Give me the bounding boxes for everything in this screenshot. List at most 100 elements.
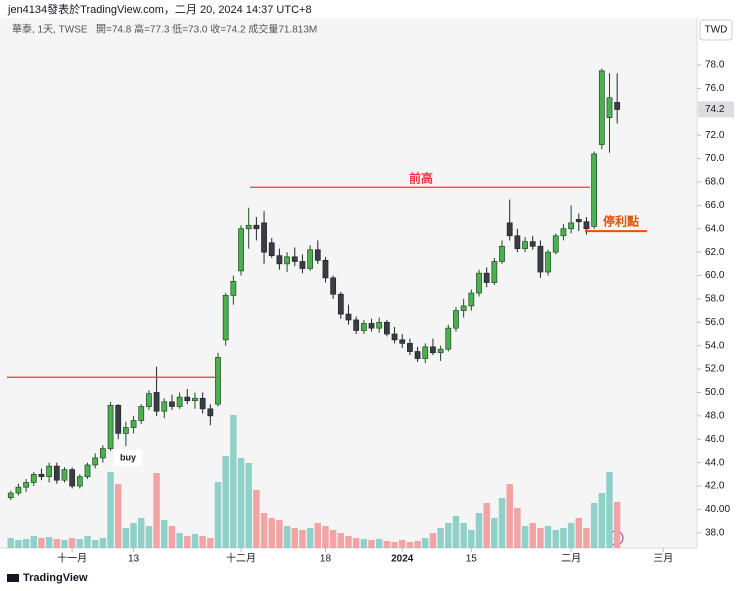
volume-bar [368,539,375,548]
volume-bar [460,523,467,548]
candle-body [391,333,398,341]
candle-body [161,401,168,412]
y-tick-label: 52.0 [705,364,725,375]
volume-bar [521,526,529,548]
volume-bar [391,541,398,548]
volume-bar [429,533,437,548]
candle-body [307,249,314,269]
volume-bar [84,536,91,548]
candle-body [468,292,475,307]
volume-bar [7,538,14,548]
volume-bar [375,539,383,548]
y-tick-label: 70.0 [705,153,725,164]
volume-bar [76,539,84,548]
volume-bar [360,539,368,548]
candle-body [99,448,106,459]
y-tick-label: 78.0 [705,60,725,71]
volume-bar [567,523,575,548]
volume-bar [314,523,322,548]
candle-body [284,256,290,265]
candle-body [69,469,76,487]
candle-body [399,339,406,344]
volume-bar [245,463,252,548]
candle-body [368,323,375,329]
y-tick-label: 58.0 [705,294,725,305]
volume-bar [161,519,168,548]
volume-bar [468,529,475,548]
candle-body [422,346,429,359]
volume-bar [352,538,360,548]
candle-body [184,396,191,402]
y-tick-label: 60.0 [705,270,725,281]
chart-title: jen4134發表於TradingView.com，二月 20, 2024 14… [7,2,312,16]
candle-body [552,235,559,253]
currency-box[interactable] [699,19,733,41]
volume-bar [45,536,53,548]
volume-bar [222,456,229,548]
volume-bar [15,539,22,548]
ohlc-legend: 開=74.8 高=77.3 低=73.0 收=74.2 成交量71.813M [96,23,317,36]
x-tick-label: 二月 [561,553,581,565]
x-tick-label: 18 [320,554,332,565]
candle-body [476,272,482,294]
candle-body [238,228,244,272]
buy-label: buy [120,452,136,462]
volume-bar [299,529,306,548]
volume-bar [53,539,61,548]
volume-bar [291,528,298,548]
candle-body [46,465,53,478]
volume-bar [598,493,606,548]
candle-body [7,492,14,499]
candle-body [268,242,275,256]
candle-body [92,457,99,466]
volume-bar [406,541,414,548]
volume-bar [322,526,329,548]
volume-bar [153,473,160,548]
volume-bar [483,503,490,548]
volume-bar [583,528,590,548]
volume-bar [337,533,345,548]
volume-bar [230,415,237,548]
candle-body [506,222,513,237]
y-tick-label: 40.00 [705,504,730,515]
x-tick-label: 13 [128,554,140,565]
volume-bar [214,481,222,548]
volume-bar [445,523,452,548]
y-tick-label: 66.0 [705,200,725,211]
candle-body [499,245,505,262]
y-tick-label: 46.0 [705,434,725,445]
volume-bar [114,484,122,548]
candle-body [138,406,145,421]
volume-bar [345,536,352,548]
candle-body [130,420,137,428]
candle-body [383,321,390,335]
x-tick-label: 三月 [653,553,673,565]
volume-bar [452,516,460,548]
volume-bar [99,538,107,548]
candle-body [414,351,421,359]
x-tick-label: 2024 [391,554,414,565]
candle-body [591,153,598,227]
candle-body [123,427,129,434]
volume-bar [199,536,206,548]
take-profit-label: 停利點 [603,213,639,228]
volume-bar [613,501,621,548]
candle-body [23,482,29,488]
plot-background [0,18,697,548]
volume-bar [68,538,76,548]
volume-bar [329,529,337,548]
volume-bar [399,539,406,548]
candle-body [146,393,152,407]
candle-body [598,70,605,145]
volume-bar [491,518,498,548]
candle-body [360,323,367,331]
volume-bar [138,518,145,548]
candle-body [230,281,237,296]
volume-bar [168,526,176,548]
volume-bar [475,513,483,548]
y-tick-label: 48.0 [705,410,725,421]
footer: TradingView [23,572,88,584]
symbol: 華泰, 1天, TWSE [12,23,88,36]
volume-bar [30,536,37,548]
x-tick-label: 15 [466,554,478,565]
